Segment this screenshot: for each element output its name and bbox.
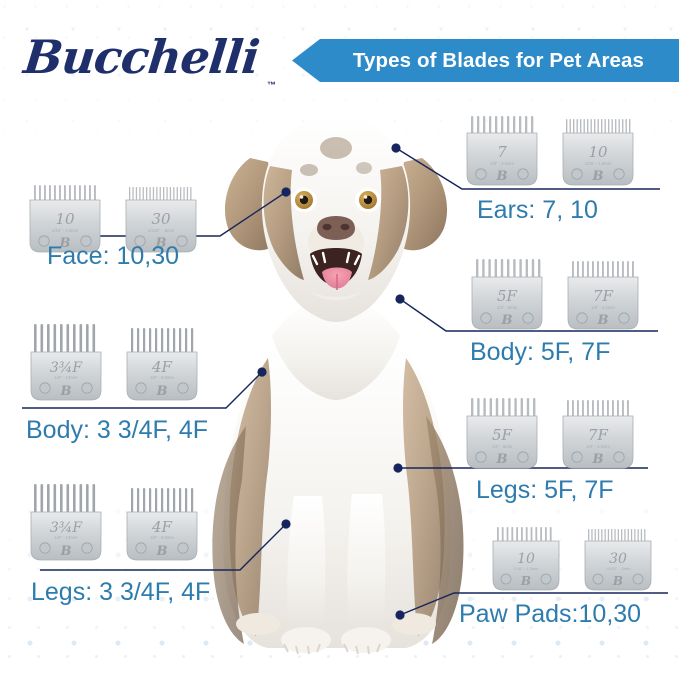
blade-pair-legs-right: 5F 1/4" - 6mm B 7F 1/8	[461, 396, 639, 472]
blade-brand-mark: B	[496, 452, 508, 467]
blade-brand-mark: B	[156, 384, 168, 399]
blade-brand-mark: B	[592, 169, 604, 184]
blade-number: 10	[55, 210, 75, 228]
blade-number: 4F	[151, 358, 173, 376]
blade-brand-mark: B	[59, 236, 71, 251]
blade-brand-mark: B	[612, 574, 623, 588]
blade-number: 4F	[151, 518, 173, 536]
blade-legs-left-0: 3¾F 1/2" - 13mm B	[25, 482, 107, 564]
blade-brand-mark: B	[156, 544, 168, 559]
blade-face-0: 10 1/16" - 1.5mm B	[24, 180, 106, 256]
blade-brand-mark: B	[501, 313, 513, 328]
blade-number: 30	[151, 210, 171, 228]
blade-number: 3¾F	[50, 360, 83, 376]
page-title: Types of Blades for Pet Areas	[352, 48, 645, 72]
svg-text:1/125" - .5mm: 1/125" - .5mm	[148, 228, 175, 233]
svg-text:1/4" - 6mm: 1/4" - 6mm	[492, 444, 513, 449]
blade-face-1: 30 1/125" - .5mm B	[120, 180, 202, 256]
svg-text:1/8" - 3.2mm: 1/8" - 3.2mm	[586, 444, 610, 449]
blade-number: 10	[588, 143, 608, 161]
blade-ears-1: 10 1/16" - 1.5mm B	[557, 113, 639, 189]
svg-text:1/8" - 3.2mm: 1/8" - 3.2mm	[490, 161, 514, 166]
brand-logo: Bucchelli ™	[21, 30, 276, 96]
blade-body-right-1: 7F 1/8" - 3.2mm B	[562, 257, 644, 333]
callout-label-ears: Ears: 7, 10	[477, 196, 598, 224]
blade-body-left-1: 4F 3/8" - 9.5mm B	[121, 322, 203, 404]
blade-brand-mark: B	[597, 313, 609, 328]
callout-label-face: Face: 10,30	[47, 242, 180, 270]
blade-number: 10	[517, 551, 535, 567]
blade-paw-pads-1: 30 1/125" - .5mm B	[579, 522, 657, 594]
svg-text:1/16" - 1.5mm: 1/16" - 1.5mm	[52, 228, 79, 233]
blade-paw-pads-0: 10 1/16" - 1.5mm B	[487, 522, 565, 594]
callout-label-legs-left: Legs: 3 3/4F, 4F	[31, 578, 211, 606]
svg-text:1/16" - 1.5mm: 1/16" - 1.5mm	[585, 161, 612, 166]
blade-brand-mark: B	[520, 574, 531, 588]
blade-pair-ears: 7 1/8" - 3.2mm B	[461, 113, 639, 189]
callout-label-paw-pads: Paw Pads:10,30	[459, 600, 642, 628]
svg-text:1/16" - 1.5mm: 1/16" - 1.5mm	[514, 566, 540, 571]
svg-text:1/4" - 6mm: 1/4" - 6mm	[497, 305, 518, 310]
blade-brand-mark: B	[592, 452, 604, 467]
blade-brand-mark: B	[60, 544, 72, 559]
header-banner: Types of Blades for Pet Areas	[292, 39, 679, 82]
svg-text:3/8" - 9.5mm: 3/8" - 9.5mm	[150, 375, 174, 380]
blade-number: 3¾F	[50, 520, 83, 536]
blade-legs-left-1: 4F 3/8" - 9.5mm B	[121, 482, 203, 564]
blade-brand-mark: B	[496, 169, 508, 184]
callout-label-legs-right: Legs: 5F, 7F	[476, 476, 614, 504]
blade-pair-face: 10 1/16" - 1.5mm B	[24, 180, 202, 256]
blade-ears-0: 7 1/8" - 3.2mm B	[461, 113, 543, 189]
callout-label-body-right: Body: 5F, 7F	[470, 338, 611, 366]
blade-pair-body-left: 3¾F 1/2" - 13mm B 4F 3/8" - 9.5mm	[25, 322, 203, 404]
blade-body-left-0: 3¾F 1/2" - 13mm B	[25, 322, 107, 404]
blade-number: 7F	[588, 426, 609, 444]
dog-photo	[176, 96, 496, 658]
blade-brand-mark: B	[155, 236, 167, 251]
blade-legs-right-1: 7F 1/8" - 3.2mm B	[557, 396, 639, 472]
blade-brand-mark: B	[60, 384, 72, 399]
svg-text:3/8" - 9.5mm: 3/8" - 9.5mm	[150, 535, 174, 540]
blade-body-right-0: 5F 1/4" - 6mm B	[466, 257, 548, 333]
blade-pair-legs-left: 3¾F 1/2" - 13mm B 4F 3/8" - 9.5mm	[25, 482, 203, 564]
blade-number: 5F	[497, 287, 518, 305]
svg-text:1/8" - 3.2mm: 1/8" - 3.2mm	[591, 305, 615, 310]
blade-legs-right-0: 5F 1/4" - 6mm B	[461, 396, 543, 472]
blade-number: 5F	[492, 426, 513, 444]
blade-pair-paw-pads: 10 1/16" - 1.5mm B	[487, 522, 657, 594]
blade-number: 30	[609, 551, 627, 567]
svg-text:1/125" - .5mm: 1/125" - .5mm	[606, 566, 632, 571]
trademark-symbol: ™	[267, 80, 276, 90]
blade-pair-body-right: 5F 1/4" - 6mm B 7F 1/8	[466, 257, 644, 333]
blade-number: 7	[497, 143, 507, 161]
svg-text:1/2" - 13mm: 1/2" - 13mm	[55, 535, 78, 540]
callout-label-body-left: Body: 3 3/4F, 4F	[26, 416, 209, 444]
blade-number: 7F	[593, 287, 614, 305]
brand-name: Bucchelli	[21, 30, 262, 84]
svg-text:1/2" - 13mm: 1/2" - 13mm	[55, 375, 78, 380]
